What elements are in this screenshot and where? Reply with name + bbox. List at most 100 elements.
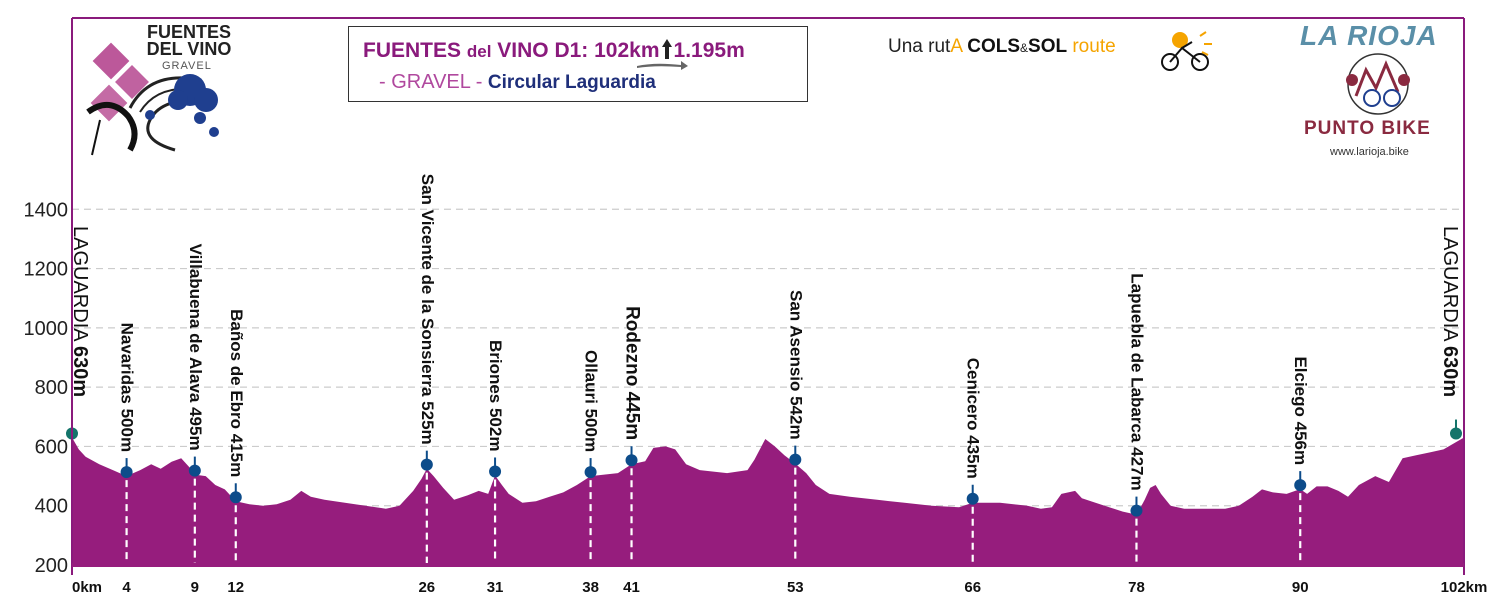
waypoint-name-text: Villabuena de Alava (186, 244, 205, 407)
waypoint-marker (1130, 504, 1143, 517)
ruta-part6: route (1072, 36, 1116, 57)
waypoint-name: Ollauri 500m (582, 350, 601, 452)
ruta-part2: A (950, 36, 962, 57)
x-tick-label: 78 (1128, 579, 1145, 596)
waypoint-marker (625, 454, 638, 467)
x-tick-label: 102km (1441, 579, 1488, 596)
waypoint-name-text: Rodezno (622, 306, 643, 392)
waypoint-name: Baños de Ebro 415m (227, 309, 246, 477)
waypoint-elev-text: 630m (69, 346, 91, 397)
waypoint-layer: LAGUARDIA 630m Navaridas 500m Villabuena d… (66, 174, 1462, 567)
waypoint-elev-text: 500m (118, 409, 137, 452)
subtitle-route: Circular Laguardia (487, 72, 656, 93)
punto-bike-emblem-icon (1346, 53, 1410, 115)
waypoint-label: LAGUARDIA 630m (1439, 226, 1461, 397)
waypoint-name: LAGUARDIA 630m (1439, 226, 1461, 397)
waypoint-elev-text: 415m (227, 434, 246, 477)
title-part3: VINO D1: (497, 39, 589, 62)
waypoint-name-text: LAGUARDIA (1439, 226, 1461, 346)
ruta-part4: & (1020, 41, 1029, 55)
waypoint-marker (489, 465, 502, 478)
y-tick-label: 1200 (24, 259, 69, 281)
waypoint-label: Elciego 456m (1291, 356, 1310, 465)
ruta-part3: COLS (967, 36, 1020, 57)
x-tick-label: 66 (964, 579, 981, 596)
x-tick-label: 4 (122, 579, 131, 596)
waypoint-name-text: Navaridas (118, 323, 137, 409)
waypoint-name: Lapuebla de Labarca 427m (1127, 273, 1146, 490)
waypoint-elev-text: 445m (622, 392, 643, 441)
waypoint-marker (1294, 479, 1307, 492)
x-tick-label: 12 (227, 579, 244, 596)
waypoint-label: Baños de Ebro 415m (227, 309, 246, 477)
waypoint-marker (584, 466, 597, 479)
route-distance: 102km (594, 39, 660, 62)
elevation-profile-area (72, 437, 1464, 565)
waypoint-marker (966, 492, 979, 505)
y-tick-label: 800 (35, 377, 68, 399)
cyclist-icon (1161, 31, 1212, 71)
waypoint-marker (420, 458, 433, 471)
waypoint-name: Villabuena de Alava 495m (186, 244, 205, 451)
waypoint-name-text: Ollauri (582, 350, 601, 409)
waypoint-elev-text: 495m (186, 407, 205, 450)
waypoint-name: Cenicero 435m (964, 358, 983, 479)
waypoint-name-text: San Asensio (786, 290, 805, 396)
waypoint-name: Rodezno 445m (622, 306, 643, 440)
waypoint-elev-text: 542m (786, 396, 805, 439)
y-tick-label: 1400 (24, 199, 69, 221)
x-tick-label: 90 (1292, 579, 1309, 596)
waypoint-marker (120, 466, 133, 479)
waypoint-name-text: Briones (486, 340, 505, 408)
title-part2: del (466, 42, 492, 61)
waypoint-marker (789, 453, 802, 466)
ruta-cols-sol-tagline: Una rutA COLS&SOL route (888, 36, 1116, 58)
waypoint-label: Cenicero 435m (964, 358, 983, 479)
waypoint-label: San Vicente de la Sonsierra 525m (418, 174, 437, 445)
logo-left-title: FUENTES DEL VINO (144, 23, 234, 59)
waypoint-name: San Asensio 542m (786, 290, 805, 440)
waypoint-name: LAGUARDIA 630m (69, 226, 91, 397)
title-part1: FUENTES (363, 39, 462, 62)
x-tick-label: 38 (582, 579, 599, 596)
waypoint-name-text: Lapuebla de Labarca (1127, 273, 1146, 447)
logo-right-region: LA RIOJA (1300, 20, 1438, 51)
route-title: FUENTES del VINO D1: 102km 1.195m (363, 35, 745, 63)
y-tick-label: 600 (35, 436, 68, 458)
waypoint-name-text: LAGUARDIA (69, 226, 91, 346)
waypoint-label: San Asensio 542m (786, 290, 805, 440)
x-tick-label: 26 (418, 579, 435, 596)
frame-border (71, 17, 1465, 575)
logo-left-line3: GRAVEL (162, 60, 212, 72)
x-tick-label: 9 (191, 579, 199, 596)
x-tick-label: 0km (72, 579, 102, 596)
waypoint-marker (188, 464, 201, 477)
waypoint-elev-text: 456m (1291, 422, 1310, 465)
waypoint-label: Rodezno 445m (622, 306, 643, 440)
ruta-part1: Una rut (888, 36, 951, 57)
subtitle-gravel: - GRAVEL - (379, 71, 483, 93)
waypoint-name: San Vicente de la Sonsierra 525m (418, 174, 437, 445)
logo-right-brand: PUNTO BIKE (1304, 118, 1431, 139)
x-tick-label: 53 (787, 579, 804, 596)
route-subtitle: - GRAVEL - Circular Laguardia (379, 71, 656, 94)
waypoint-name: Elciego 456m (1291, 356, 1310, 465)
waypoint-name-text: Baños de Ebro (227, 309, 246, 434)
logo-left-line2: DEL VINO (146, 39, 232, 59)
waypoint-name-text: San Vicente de la Sonsierra (418, 174, 437, 401)
waypoint-label: Briones 502m (486, 340, 505, 452)
waypoint-name: Briones 502m (486, 340, 505, 452)
y-tick-label: 200 (35, 555, 68, 577)
waypoint-elev-text: 500m (582, 409, 601, 452)
y-axis-ticks: 200 400 600 800 1000 1200 1400 (24, 199, 69, 577)
distance-arrow-icon (637, 61, 688, 70)
waypoint-elev-text: 630m (1439, 346, 1461, 397)
waypoint-name: Navaridas 500m (118, 323, 137, 452)
route-ascent: 1.195m (673, 39, 745, 62)
waypoint-label: Lapuebla de Labarca 427m (1127, 273, 1146, 490)
waypoint-marker (1450, 427, 1462, 440)
waypoint-elev-text: 502m (486, 408, 505, 451)
logo-right-website: www.larioja.bike (1330, 146, 1409, 158)
waypoint-name-text: Elciego (1291, 356, 1310, 421)
